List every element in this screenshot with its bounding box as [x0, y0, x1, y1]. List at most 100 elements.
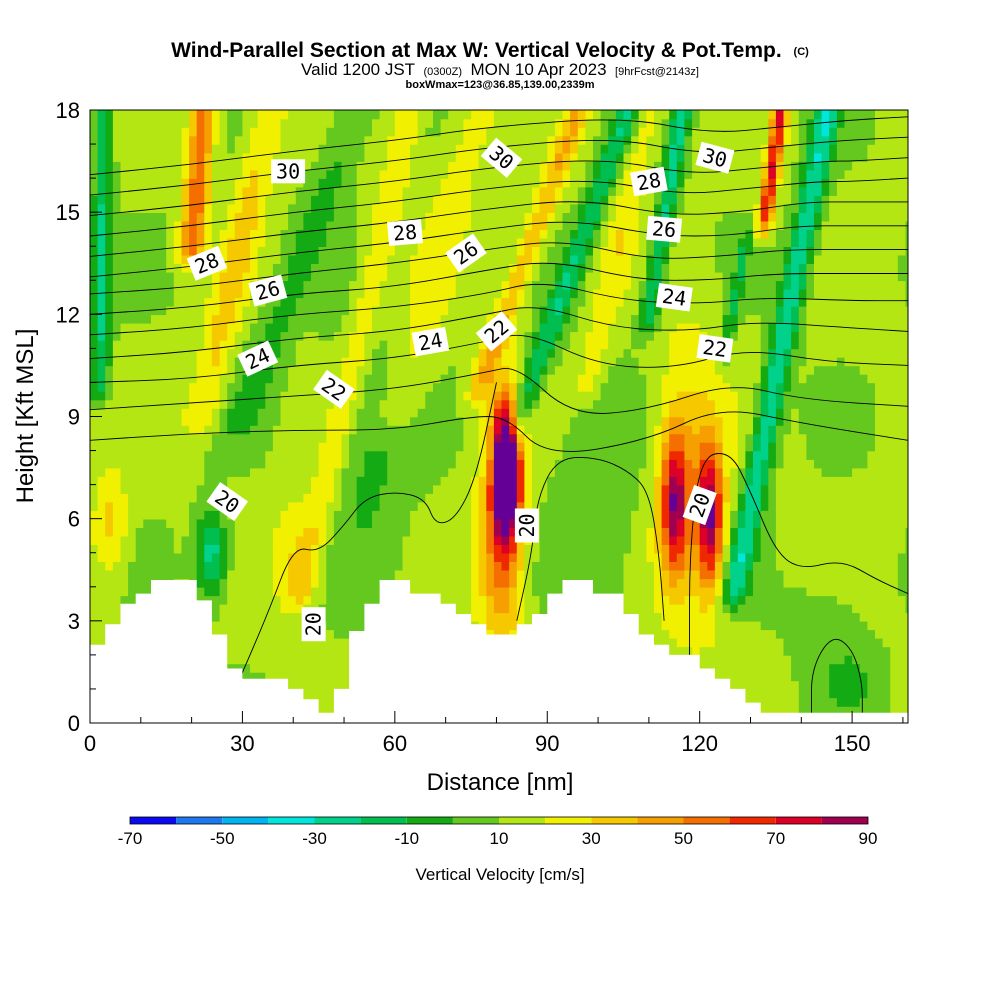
w-cell — [196, 127, 206, 137]
w-cell — [394, 331, 404, 341]
w-cell — [288, 467, 297, 477]
w-cell — [265, 569, 274, 580]
w-cell — [196, 331, 206, 341]
w-cell — [455, 544, 465, 554]
w-cell — [425, 552, 434, 562]
w-cell — [532, 544, 541, 554]
w-cell — [501, 408, 510, 418]
w-cell — [303, 442, 312, 452]
w-cell — [196, 476, 206, 486]
w-cell — [585, 331, 594, 341]
boxwmax-info: boxWmax=123@36.85,139.00,2339m — [406, 79, 595, 91]
w-cell — [394, 263, 404, 273]
w-cell — [486, 484, 495, 494]
w-cell — [227, 118, 236, 128]
w-cell — [272, 612, 282, 622]
w-cell — [166, 569, 175, 580]
w-cell — [143, 169, 152, 179]
w-cell — [554, 110, 564, 120]
w-cell — [326, 442, 335, 452]
w-cell — [425, 203, 434, 213]
w-cell — [97, 620, 106, 631]
w-cell — [402, 331, 411, 341]
w-cell — [349, 467, 358, 477]
w-cell — [120, 144, 129, 154]
w-cell — [524, 339, 533, 350]
w-cell — [448, 127, 457, 137]
w-cell — [272, 110, 282, 120]
w-cell — [234, 612, 244, 622]
w-cell — [547, 484, 556, 494]
w-cell — [425, 586, 434, 597]
w-cell — [97, 110, 106, 120]
w-cell — [288, 578, 297, 588]
w-cell — [135, 527, 145, 537]
w-cell — [143, 433, 152, 443]
w-cell — [524, 110, 533, 120]
w-cell — [539, 339, 548, 350]
w-cell — [532, 152, 541, 162]
w-cell — [333, 365, 343, 375]
w-cell — [120, 373, 129, 384]
w-cell — [593, 186, 602, 196]
w-cell — [257, 578, 267, 588]
w-cell — [295, 527, 305, 537]
w-cell — [448, 169, 457, 179]
w-cell — [112, 110, 122, 120]
w-cell — [394, 408, 404, 418]
w-cell — [516, 118, 526, 128]
w-cell — [448, 578, 457, 588]
w-cell — [257, 127, 267, 137]
w-cell — [112, 254, 122, 264]
w-cell — [562, 118, 571, 128]
w-cell — [257, 620, 267, 631]
w-cell — [295, 254, 305, 264]
w-cell — [189, 356, 198, 367]
w-cell — [349, 365, 358, 375]
w-cell — [326, 365, 335, 375]
w-cell — [356, 348, 366, 358]
w-cell — [509, 186, 518, 196]
w-cell — [562, 493, 571, 503]
w-cell — [135, 161, 145, 171]
w-cell — [471, 569, 480, 580]
w-cell — [493, 476, 503, 486]
w-cell — [311, 348, 320, 358]
w-cell — [326, 135, 335, 145]
w-cell — [356, 110, 366, 120]
w-cell — [608, 254, 617, 264]
w-cell — [143, 178, 152, 188]
w-cell — [394, 186, 404, 196]
w-cell — [516, 186, 526, 196]
w-cell — [524, 399, 533, 409]
w-cell — [356, 586, 366, 597]
w-cell — [311, 263, 320, 273]
w-cell — [97, 212, 106, 222]
w-cell — [234, 254, 244, 264]
w-cell — [372, 348, 381, 358]
w-cell — [219, 442, 228, 452]
w-cell — [227, 408, 236, 418]
w-cell — [440, 212, 449, 222]
w-cell — [532, 373, 541, 384]
w-cell — [219, 578, 228, 588]
w-cell — [97, 186, 106, 196]
w-cell — [356, 314, 366, 324]
w-cell — [151, 399, 160, 409]
w-cell — [608, 186, 617, 196]
w-cell — [311, 254, 320, 264]
w-cell — [493, 220, 503, 230]
w-cell — [219, 373, 228, 384]
w-cell — [455, 450, 465, 460]
w-cell — [135, 425, 145, 435]
w-cell — [219, 459, 228, 469]
w-cell — [189, 322, 198, 333]
w-cell — [280, 314, 289, 324]
w-cell — [295, 127, 305, 137]
w-cell — [372, 271, 381, 282]
w-cell — [128, 118, 137, 128]
w-cell — [417, 246, 427, 256]
w-cell — [211, 314, 221, 324]
w-cell — [288, 527, 297, 537]
w-cell — [242, 416, 251, 426]
